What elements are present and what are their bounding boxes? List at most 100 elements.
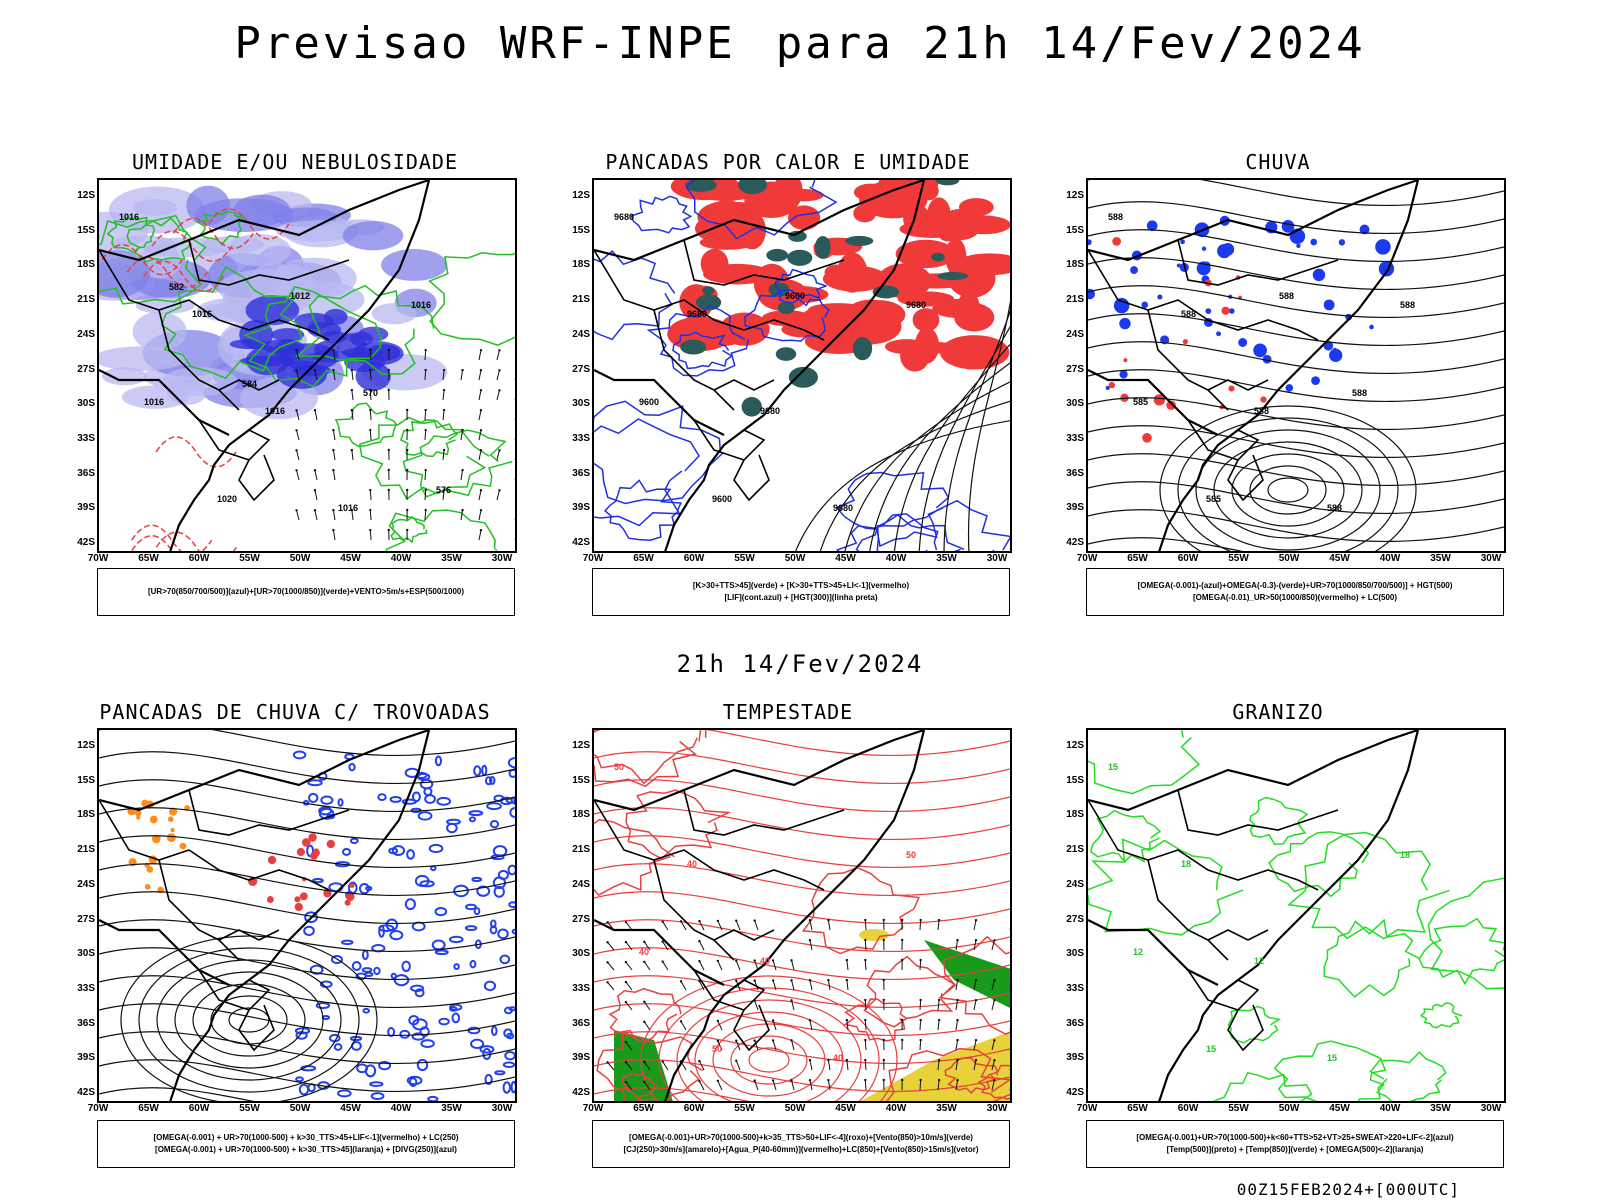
divergence-contour [503,1006,513,1015]
wind-vector-head [974,918,978,922]
wind-vector-head [479,368,483,372]
wind-vector [864,999,867,1011]
wind-vector-head [624,1000,628,1004]
thickness-contour [155,436,237,468]
divergence-contour [414,874,430,887]
streamline [594,1087,750,1101]
contour-line [855,513,965,551]
divergence-contour [497,869,509,881]
contour-line [1419,1001,1463,1029]
wind-vector [332,370,336,381]
lat-label: 12S [77,190,95,201]
wind-vector-head [332,428,335,432]
lon-label: 70W [1076,553,1098,564]
rain-fill [1253,343,1267,358]
heat-fill [685,180,717,192]
wind-vector [791,1000,795,1011]
wind-vector-head [864,1038,867,1042]
wind-vector [351,370,354,381]
divergence-contour [434,755,442,767]
wind-vector [424,349,427,361]
wind-vector [1009,1048,1010,1050]
humidity-fill [381,249,448,281]
wind-vector [478,370,482,381]
humidity-fill [342,221,404,251]
wind-vector-head [993,999,996,1002]
wind-vector-head [442,448,446,452]
wind-vector [625,1081,633,1091]
contour-line [1427,877,1504,990]
wind-vector-head [937,1058,941,1062]
wind-vector-head [387,488,390,492]
wind-vector-head [387,348,390,352]
divergence-contour [499,796,513,806]
streamline [1088,229,1504,263]
lon-label: 40W [1379,1103,1401,1114]
streamline [795,420,1010,551]
wind-vector-head [827,978,830,982]
wind-vector-head [442,368,446,372]
wind-vector [698,1080,705,1091]
lon-label: 30W [986,553,1008,564]
heat-fill [702,286,715,295]
divergence-contour [410,984,425,993]
rain-fill [1359,224,1370,235]
lat-label: 30S [77,948,95,960]
wind-vector [332,510,336,521]
streamline [99,730,515,757]
orange-fill [135,810,142,817]
wind-vector-head [790,1079,793,1082]
wind-vector-head [901,1018,904,1022]
wind-vector-head [753,959,756,962]
wind-vector-head [424,488,427,492]
thickness-contour [172,217,254,250]
contour-line [106,216,156,254]
divergence-contour [358,883,370,895]
lat-label: 21S [572,294,590,306]
lon-label: 45W [340,553,361,564]
contour-line [774,268,827,307]
contour-label: 576 [436,485,451,495]
wind-vector-head [679,980,683,983]
lat-label: 24S [1066,878,1084,890]
lon-label: 70W [582,1103,604,1114]
divergence-contour [342,847,351,856]
contour-label: 50 [906,850,916,860]
wind-vector-head [295,369,298,372]
pressure-ring [712,1023,826,1097]
lat-label: 30S [1066,948,1084,960]
wind-vector [937,920,940,931]
contour-label: 9600 [785,291,805,301]
streamline [594,751,1010,785]
lat-label: 27S [77,363,95,375]
wind-vector [698,960,705,971]
wind-vector [717,920,723,931]
divergence-contour [508,901,515,909]
wind-vector [460,470,464,481]
wind-vector-head [332,468,335,472]
wind-vector [662,961,669,971]
wind-vector [772,1080,777,1091]
subtitle-date: 21h 14/Fev/2024 [676,650,924,678]
lon-label: 60W [188,553,210,564]
streamline [99,835,515,869]
contour-line [744,289,830,342]
lon-label: 30W [1480,553,1502,564]
contour-line [630,195,693,234]
pressure-ring [1195,429,1381,551]
rain-fill [1157,294,1163,300]
heat-fill [937,271,969,281]
wind-vector-head [698,939,701,943]
map-canvas: 1016 1016 1016 1016 1016 1016 1020 1012 570 576 58… [99,180,515,551]
contour-line [608,987,682,1044]
lon-label: 40W [390,553,412,564]
wind-vector [735,920,741,931]
wind-vector [991,1040,995,1051]
divergence-contour [419,778,434,790]
divergence-contour [503,1028,513,1038]
wind-vector [643,1081,651,1091]
humidity-fill [99,211,149,251]
lon-label: 65W [633,553,654,564]
main-title: Previsao WRF-INPE para 21h 14/Fev/2024 [0,18,1600,69]
lat-label: 27S [1066,363,1084,375]
